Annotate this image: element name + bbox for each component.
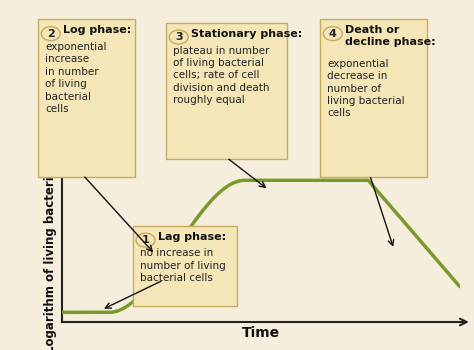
Text: 2: 2 bbox=[47, 29, 55, 38]
Text: exponential
increase
in number
of living
bacterial
cells: exponential increase in number of living… bbox=[45, 42, 107, 114]
Text: Death or
decline phase:: Death or decline phase: bbox=[345, 25, 436, 47]
X-axis label: Time: Time bbox=[242, 326, 280, 340]
Text: Lag phase:: Lag phase: bbox=[158, 232, 226, 242]
Text: 3: 3 bbox=[175, 32, 182, 42]
Y-axis label: Logarithm of living bacterial cells: Logarithm of living bacterial cells bbox=[45, 130, 57, 350]
Text: 4: 4 bbox=[329, 29, 337, 38]
Text: exponential
decrease in
number of
living bacterial
cells: exponential decrease in number of living… bbox=[327, 59, 405, 118]
Text: Log phase:: Log phase: bbox=[63, 25, 131, 35]
Text: plateau in number
of living bacterial
cells; rate of cell
division and death
rou: plateau in number of living bacterial ce… bbox=[173, 46, 270, 105]
Text: 1: 1 bbox=[142, 235, 149, 245]
Text: Stationary phase:: Stationary phase: bbox=[191, 29, 302, 39]
Text: no increase in
number of living
bacterial cells: no increase in number of living bacteria… bbox=[140, 248, 226, 283]
